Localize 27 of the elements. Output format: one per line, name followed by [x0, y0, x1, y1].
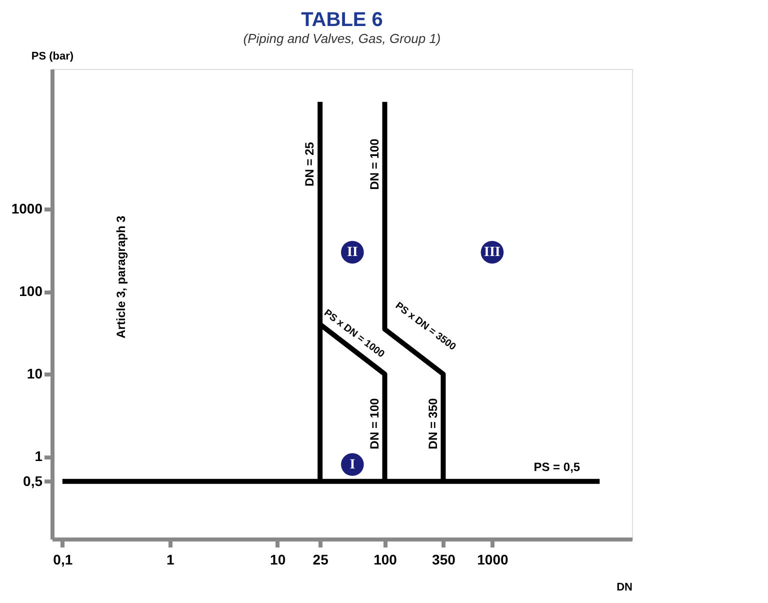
chart-title: TABLE 6 — [301, 9, 383, 31]
annotation: DN = 350 — [426, 398, 440, 450]
y-tick-label: 0,5 — [23, 472, 43, 489]
annotation: DN = 100 — [367, 138, 382, 190]
y-tick-label: 1000 — [11, 200, 43, 217]
x-tick-label: 100 — [374, 552, 398, 568]
x-axis-title: DN — [616, 582, 633, 594]
annotation: III — [484, 245, 500, 260]
annotation: PS x DN = 3500 — [393, 300, 458, 354]
x-tick-label: 0,1 — [53, 552, 73, 568]
x-tick-label: 1 — [166, 552, 174, 568]
x-tick-label: 1000 — [477, 552, 508, 568]
y-axis-title: PS (bar) — [31, 50, 74, 62]
annotation: Article 3, paragraph 3 — [114, 215, 128, 338]
annotation: DN = 100 — [367, 398, 382, 450]
y-tick-label: 10 — [26, 366, 43, 382]
annotation: PS = 0,5 — [534, 460, 580, 474]
annotation: II — [346, 245, 358, 260]
annotation: PS x DN = 1000 — [322, 308, 387, 360]
y-tick-label: 100 — [19, 283, 43, 300]
y-tick-label: 1 — [34, 448, 43, 464]
x-tick-label: 25 — [312, 552, 329, 568]
annotation: DN = 25 — [302, 142, 317, 186]
x-tick-label: 10 — [270, 552, 286, 568]
chart-subtitle: (Piping and Valves, Gas, Group 1) — [243, 31, 441, 46]
x-tick-label: 350 — [432, 552, 456, 568]
annotation: I — [350, 458, 356, 473]
